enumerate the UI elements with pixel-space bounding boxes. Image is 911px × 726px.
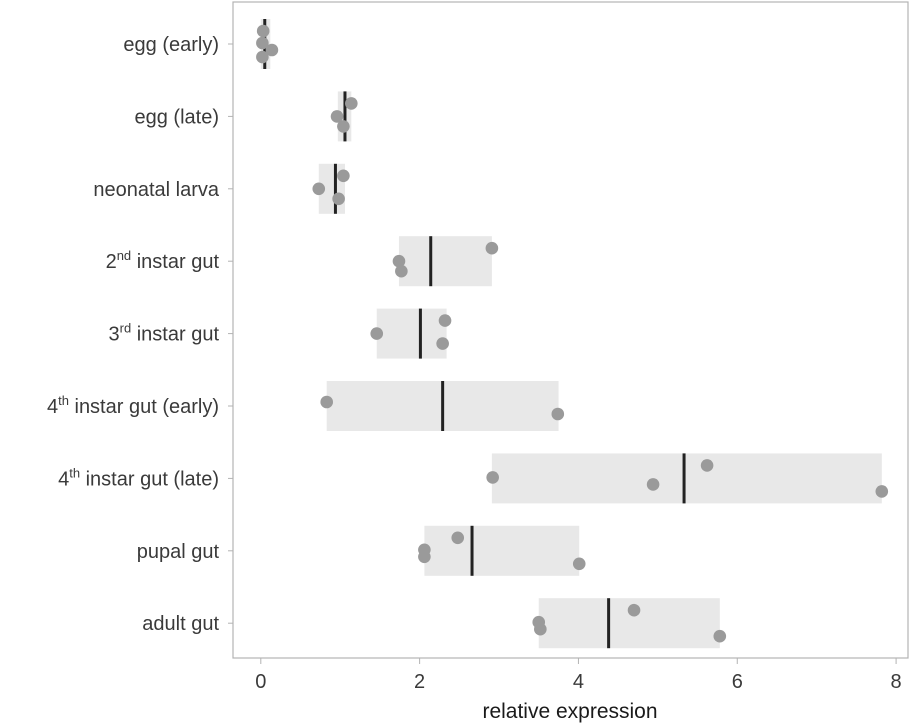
category-label-rest: instar gut (late) [80,468,219,490]
range-box [424,525,580,576]
x-tick-label: 0 [255,671,266,693]
data-point [332,192,345,206]
range-box [538,598,720,649]
data-point [485,241,499,255]
category-label: 2nd instar gut [106,248,220,273]
category-label: egg (early) [123,34,219,56]
data-point [627,603,641,617]
x-tick-label: 4 [573,671,584,693]
data-point [392,254,406,268]
data-points [256,24,889,643]
range-box [376,308,447,359]
data-point [451,531,465,545]
data-point [370,327,384,340]
category-label: neonatal larva [93,179,220,201]
range-box [398,236,492,287]
category-label-rest: instar gut [131,324,219,346]
data-point [436,337,449,350]
category-label-rest: instar gut [131,251,219,273]
data-point [337,169,350,183]
data-point [572,557,586,571]
data-point [646,478,660,491]
category-label-base: 4 [47,396,58,418]
range-box [491,453,882,504]
data-point [875,485,889,498]
data-point [486,471,499,484]
range-boxes [260,19,882,649]
x-axis: 0 2 4 6 8 [255,658,902,693]
category-label-base: 3 [108,324,119,346]
category-labels: egg (early) egg (late) neonatal larva 2nd i… [47,34,233,635]
category-label: 3rd instar gut [108,321,219,346]
category-label: 4th instar gut (late) [58,465,219,490]
x-tick-label: 6 [732,671,743,693]
data-point [700,459,714,472]
data-point [256,24,270,38]
median-lines [263,19,686,649]
x-axis-title: relative expression [482,700,657,723]
category-label: pupal gut [137,541,220,563]
x-tick-label: 8 [891,671,902,693]
data-point [337,120,350,133]
category-label-sup: rd [120,321,132,336]
data-point [256,36,269,50]
data-point [312,182,326,196]
data-point [330,110,344,123]
data-point [320,395,334,409]
category-label: 4th instar gut (early) [47,393,219,418]
data-point [256,50,269,64]
category-label-base: 2 [106,251,117,273]
data-point [438,314,452,327]
data-point [713,629,727,643]
category-label-sup: nd [117,248,131,263]
data-point [265,43,279,57]
data-point [345,97,358,110]
category-label: egg (late) [135,106,220,128]
data-point [395,264,408,278]
category-label-sup: th [58,393,69,408]
data-point [551,407,565,421]
data-point [418,550,431,564]
category-label-rest: instar gut (early) [69,396,219,418]
data-point [534,622,547,636]
category-label: adult gut [142,613,219,635]
category-label-sup: th [69,465,80,480]
x-tick-label: 2 [414,671,425,693]
category-label-base: 4 [58,468,69,490]
